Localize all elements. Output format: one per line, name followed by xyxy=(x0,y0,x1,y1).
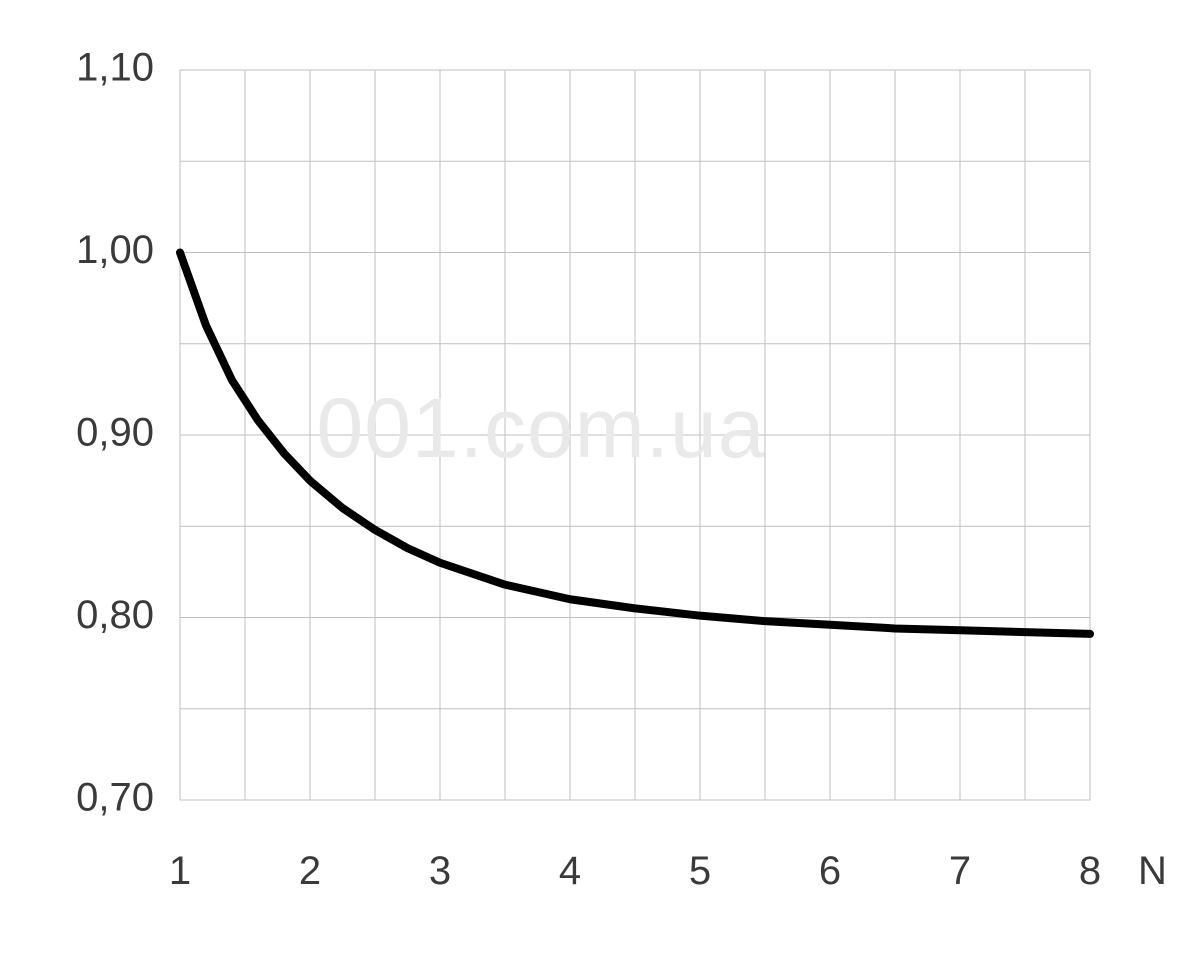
y-tick-label: 1,10 xyxy=(76,46,154,90)
chart-container: 001.com.ua 0,70 0,80 0,90 1,00 1,10 1 2 3 4 5 6 7 8N xyxy=(0,0,1200,960)
x-tick-label: 7 xyxy=(949,849,971,893)
y-tick-label: 0,70 xyxy=(76,776,154,820)
x-tick-label: 3 xyxy=(429,849,451,893)
x-tick-label: 8 xyxy=(1079,849,1101,893)
x-tick-label: 1 xyxy=(169,849,191,893)
derating-chart: 001.com.ua 0,70 0,80 0,90 1,00 1,10 1 2 3 4 5 6 7 8N xyxy=(0,0,1200,960)
y-tick-label: 0,80 xyxy=(76,593,154,637)
x-tick-label: 6 xyxy=(819,849,841,893)
x-axis-label: N xyxy=(1138,849,1167,893)
y-tick-label: 1,00 xyxy=(76,228,154,272)
x-tick-label: 5 xyxy=(689,849,711,893)
watermark-text: 001.com.ua xyxy=(317,381,766,475)
y-tick-label: 0,90 xyxy=(76,411,154,455)
x-tick-label: 2 xyxy=(299,849,321,893)
x-tick-label: 4 xyxy=(559,849,581,893)
